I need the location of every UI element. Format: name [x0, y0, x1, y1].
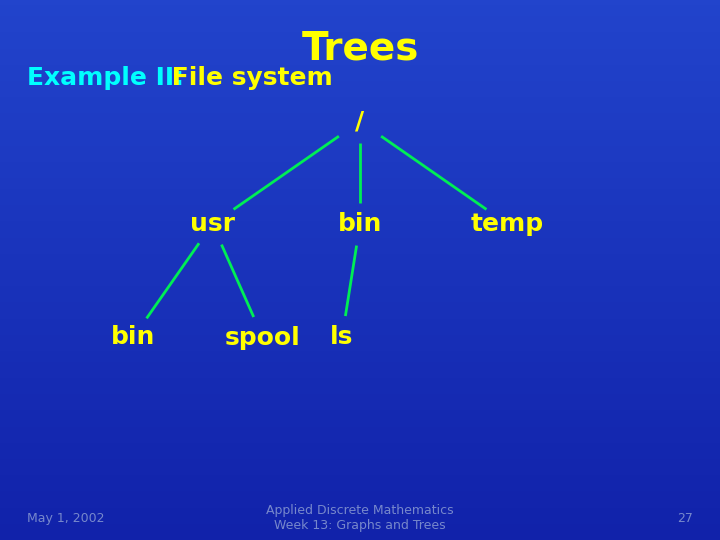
Text: bin: bin	[111, 326, 156, 349]
Text: temp: temp	[471, 212, 544, 236]
Text: File system: File system	[163, 66, 333, 90]
Text: ls: ls	[330, 326, 354, 349]
Text: May 1, 2002: May 1, 2002	[27, 512, 105, 525]
Text: Applied Discrete Mathematics
Week 13: Graphs and Trees: Applied Discrete Mathematics Week 13: Gr…	[266, 504, 454, 532]
Text: usr: usr	[190, 212, 235, 236]
Text: bin: bin	[338, 212, 382, 236]
Text: Trees: Trees	[301, 30, 419, 68]
Text: Example II:: Example II:	[27, 66, 184, 90]
Text: 27: 27	[677, 512, 693, 525]
Text: /: /	[356, 110, 364, 133]
Text: spool: spool	[225, 326, 301, 349]
